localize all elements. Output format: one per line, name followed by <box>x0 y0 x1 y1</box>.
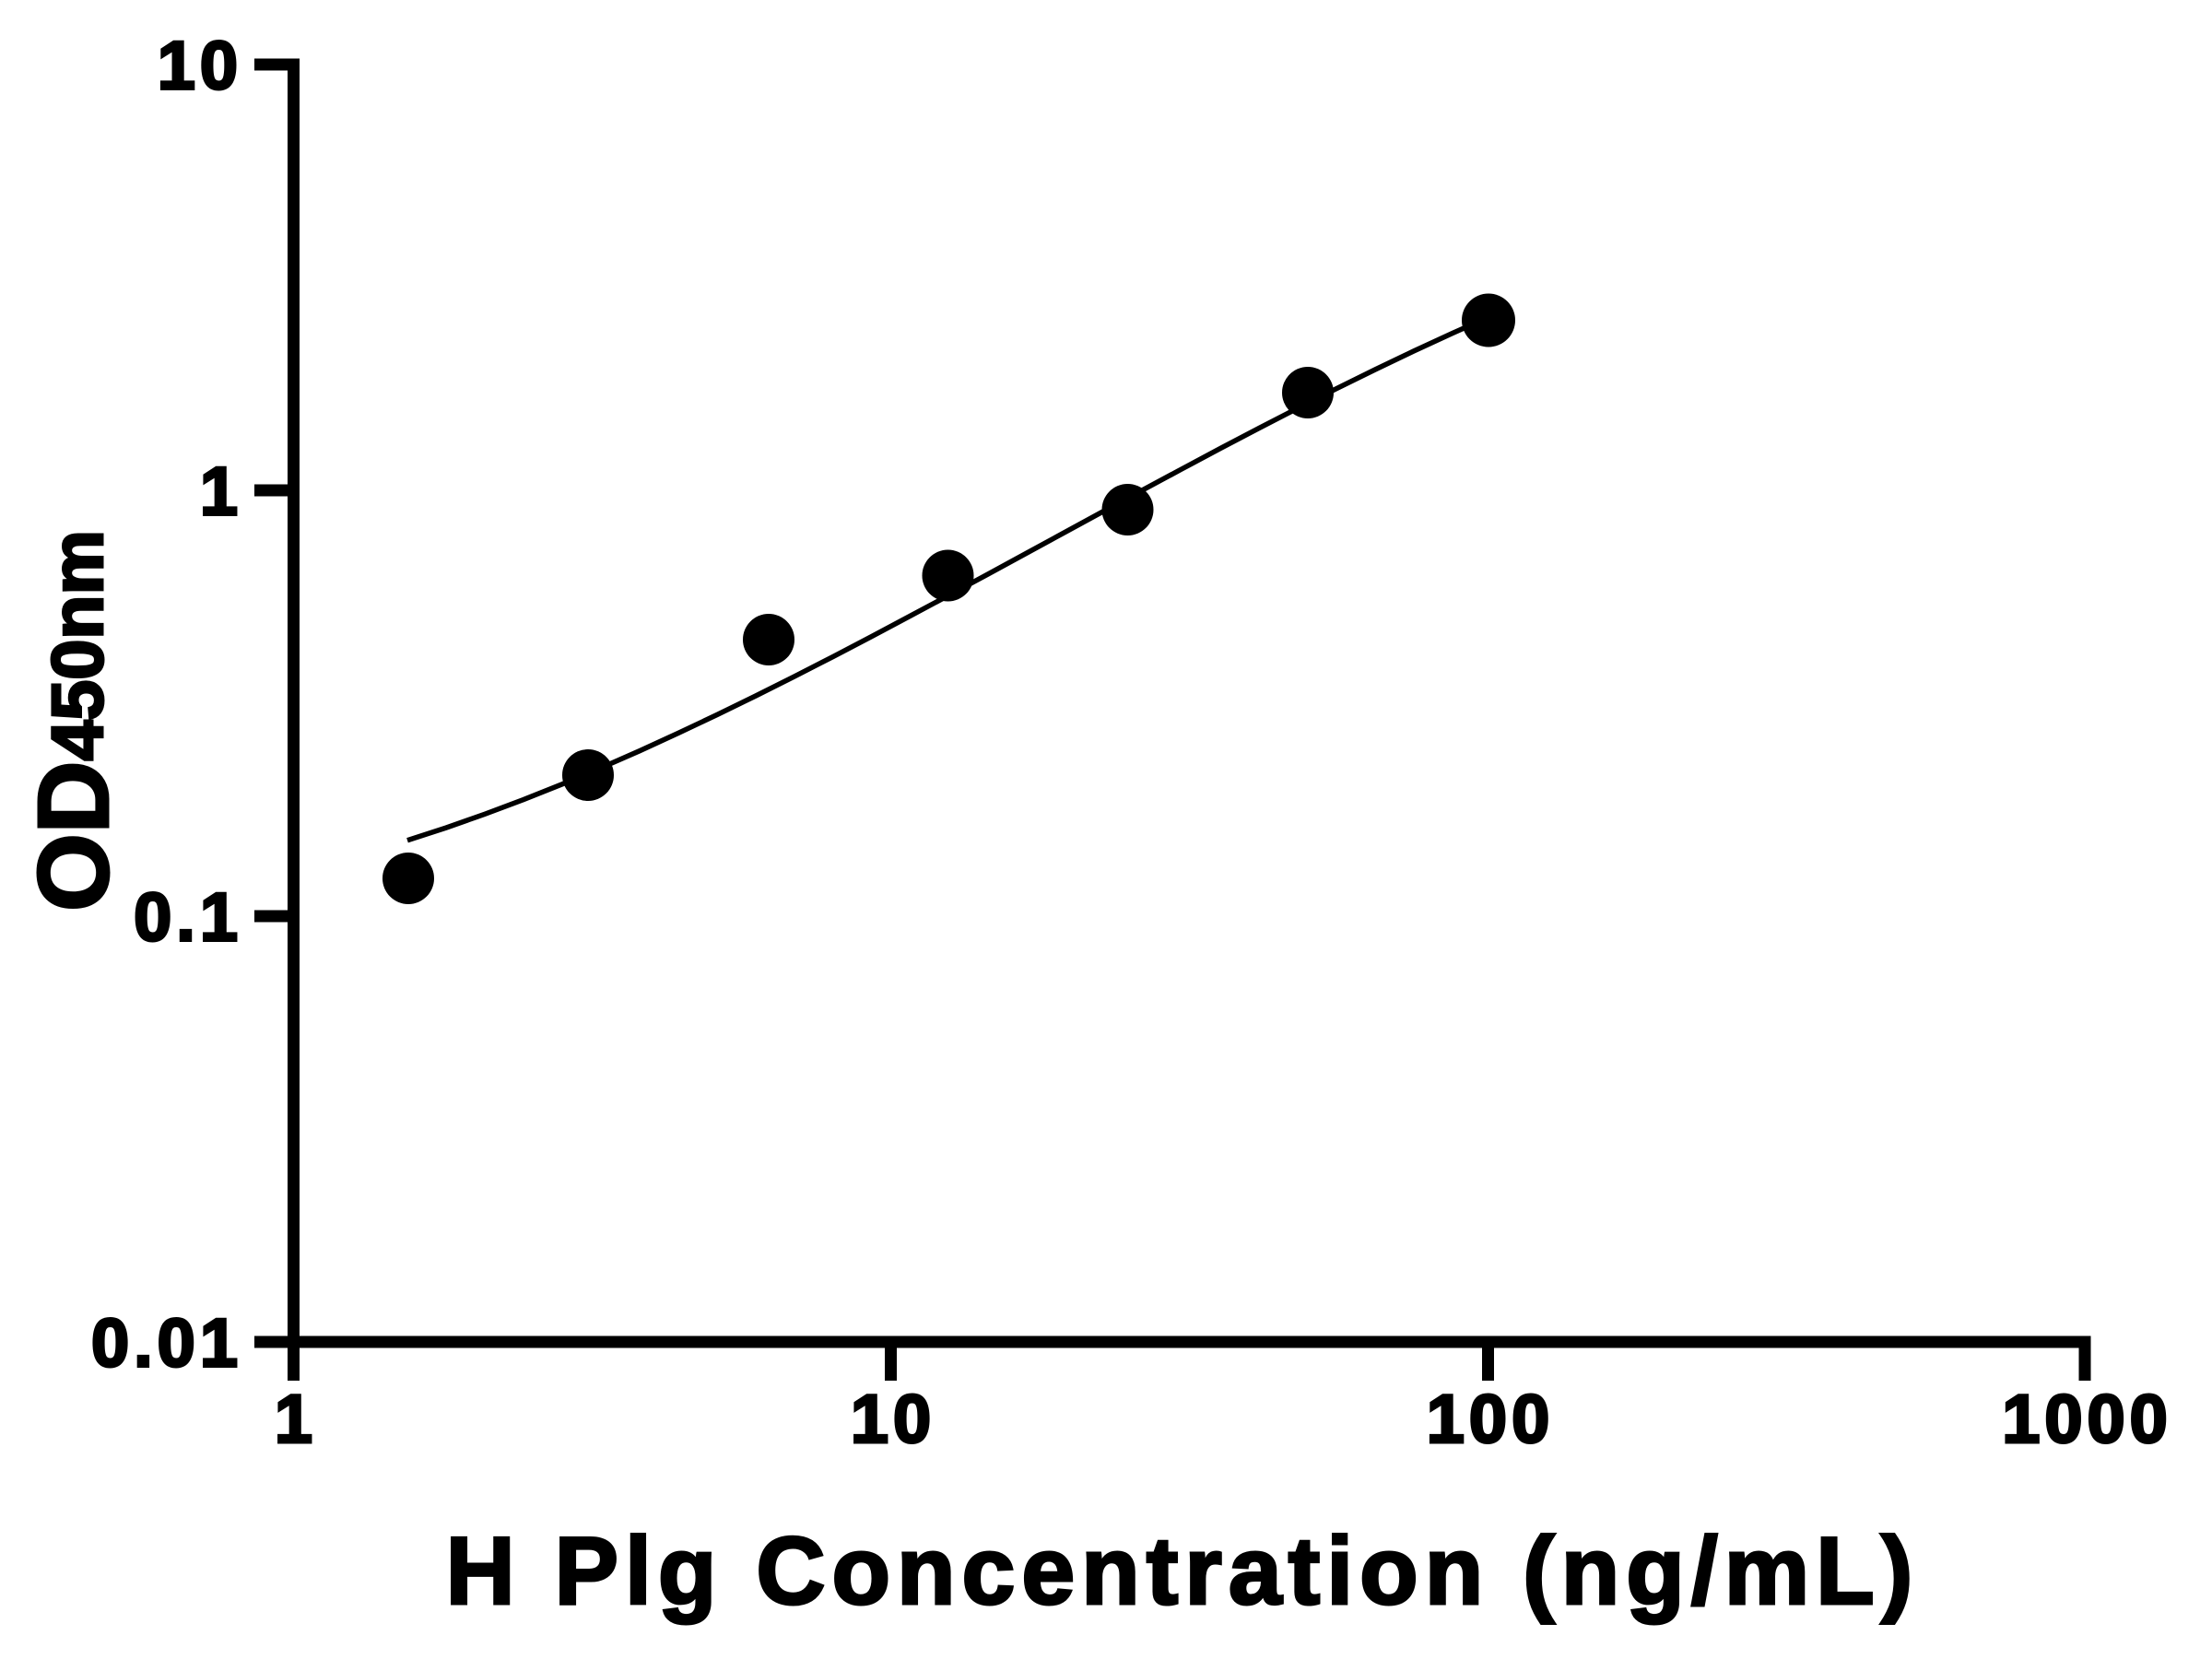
svg-text:0.1: 0.1 <box>134 879 242 956</box>
svg-text:OD450nm: OD450nm <box>18 530 130 912</box>
svg-text:0.01: 0.01 <box>91 1305 242 1382</box>
svg-text:1000: 1000 <box>2002 1381 2172 1457</box>
svg-text:10: 10 <box>851 1381 935 1457</box>
svg-text:1: 1 <box>200 453 242 530</box>
svg-text:100: 100 <box>1427 1381 1554 1457</box>
svg-text:1: 1 <box>275 1381 317 1457</box>
svg-text:H Plg Concentration (ng/mL): H Plg Concentration (ng/mL) <box>446 1518 1920 1625</box>
svg-text:10: 10 <box>158 28 242 104</box>
